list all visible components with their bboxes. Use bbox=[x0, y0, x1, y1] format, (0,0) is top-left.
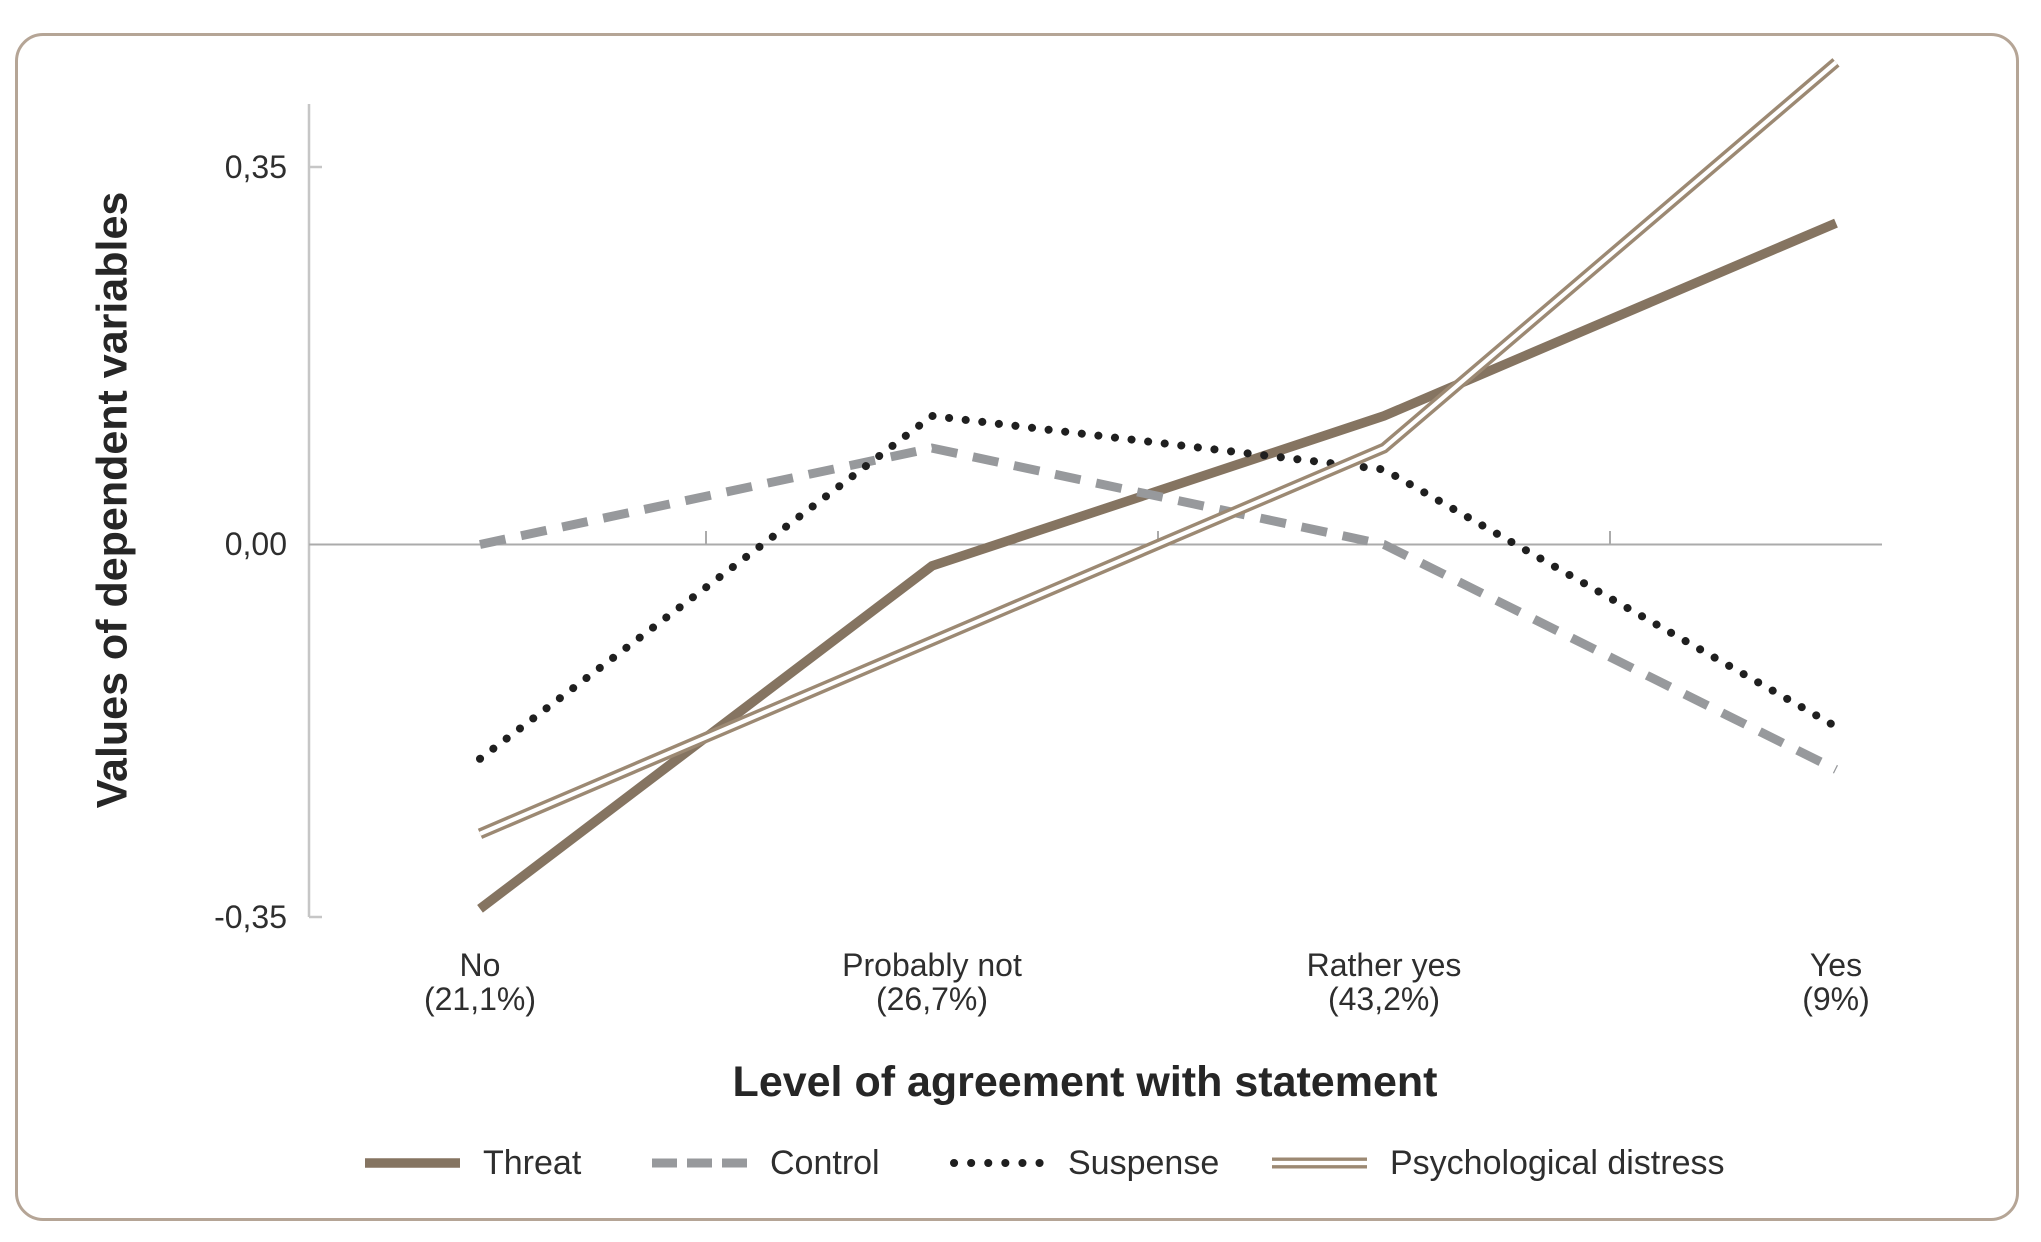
x-category-label: Rather yes (43,2%) bbox=[1204, 948, 1564, 1016]
category-percent: (9%) bbox=[1802, 981, 1870, 1017]
y-tick-label: 0,00 bbox=[224, 526, 287, 562]
x-category-label: Probably not (26,7%) bbox=[752, 948, 1112, 1016]
legend-item-suspense: Suspense bbox=[950, 1140, 1219, 1186]
category-percent: (26,7%) bbox=[875, 981, 989, 1017]
suspense-line-swatch bbox=[950, 1159, 1046, 1167]
category-text: No bbox=[459, 947, 501, 983]
category-percent: (21,1%) bbox=[423, 981, 537, 1017]
legend-label: Psychological distress bbox=[1390, 1143, 1725, 1182]
y-tick-label: 0,35 bbox=[224, 149, 287, 185]
x-category-label: Yes (9%) bbox=[1656, 948, 2016, 1016]
psychological-distress-line bbox=[477, 58, 1840, 839]
chart-card bbox=[15, 33, 2019, 1221]
threat-line-swatch bbox=[365, 1158, 460, 1168]
category-text: Rather yes bbox=[1306, 947, 1462, 983]
legend-item-threat: Threat bbox=[365, 1140, 581, 1186]
plot-lines bbox=[476, 58, 1840, 913]
x-category-label: No (21,1%) bbox=[300, 948, 660, 1016]
threat-line bbox=[477, 218, 1838, 913]
y-tick-label: -0,35 bbox=[214, 899, 287, 935]
x-axis-title: Level of agreement with statement bbox=[732, 1058, 1438, 1106]
legend-item-control: Control bbox=[652, 1140, 880, 1186]
double-line-core bbox=[479, 60, 1838, 836]
suspense-line bbox=[476, 411, 1840, 763]
psychological-distress-line-swatch bbox=[1272, 1157, 1367, 1169]
category-text: Yes bbox=[1809, 947, 1863, 983]
legend-label: Suspense bbox=[1068, 1143, 1220, 1182]
y-axis-title: Values of dependent variables bbox=[88, 191, 137, 809]
legend-label: Control bbox=[770, 1143, 880, 1182]
legend-item-psychological-distress: Psychological distress bbox=[1272, 1140, 1724, 1186]
control-line bbox=[479, 443, 1839, 774]
control-line-swatch bbox=[652, 1158, 747, 1168]
legend-label: Threat bbox=[483, 1143, 582, 1182]
category-percent: (43,2%) bbox=[1327, 981, 1441, 1017]
category-text: Probably not bbox=[842, 947, 1022, 983]
